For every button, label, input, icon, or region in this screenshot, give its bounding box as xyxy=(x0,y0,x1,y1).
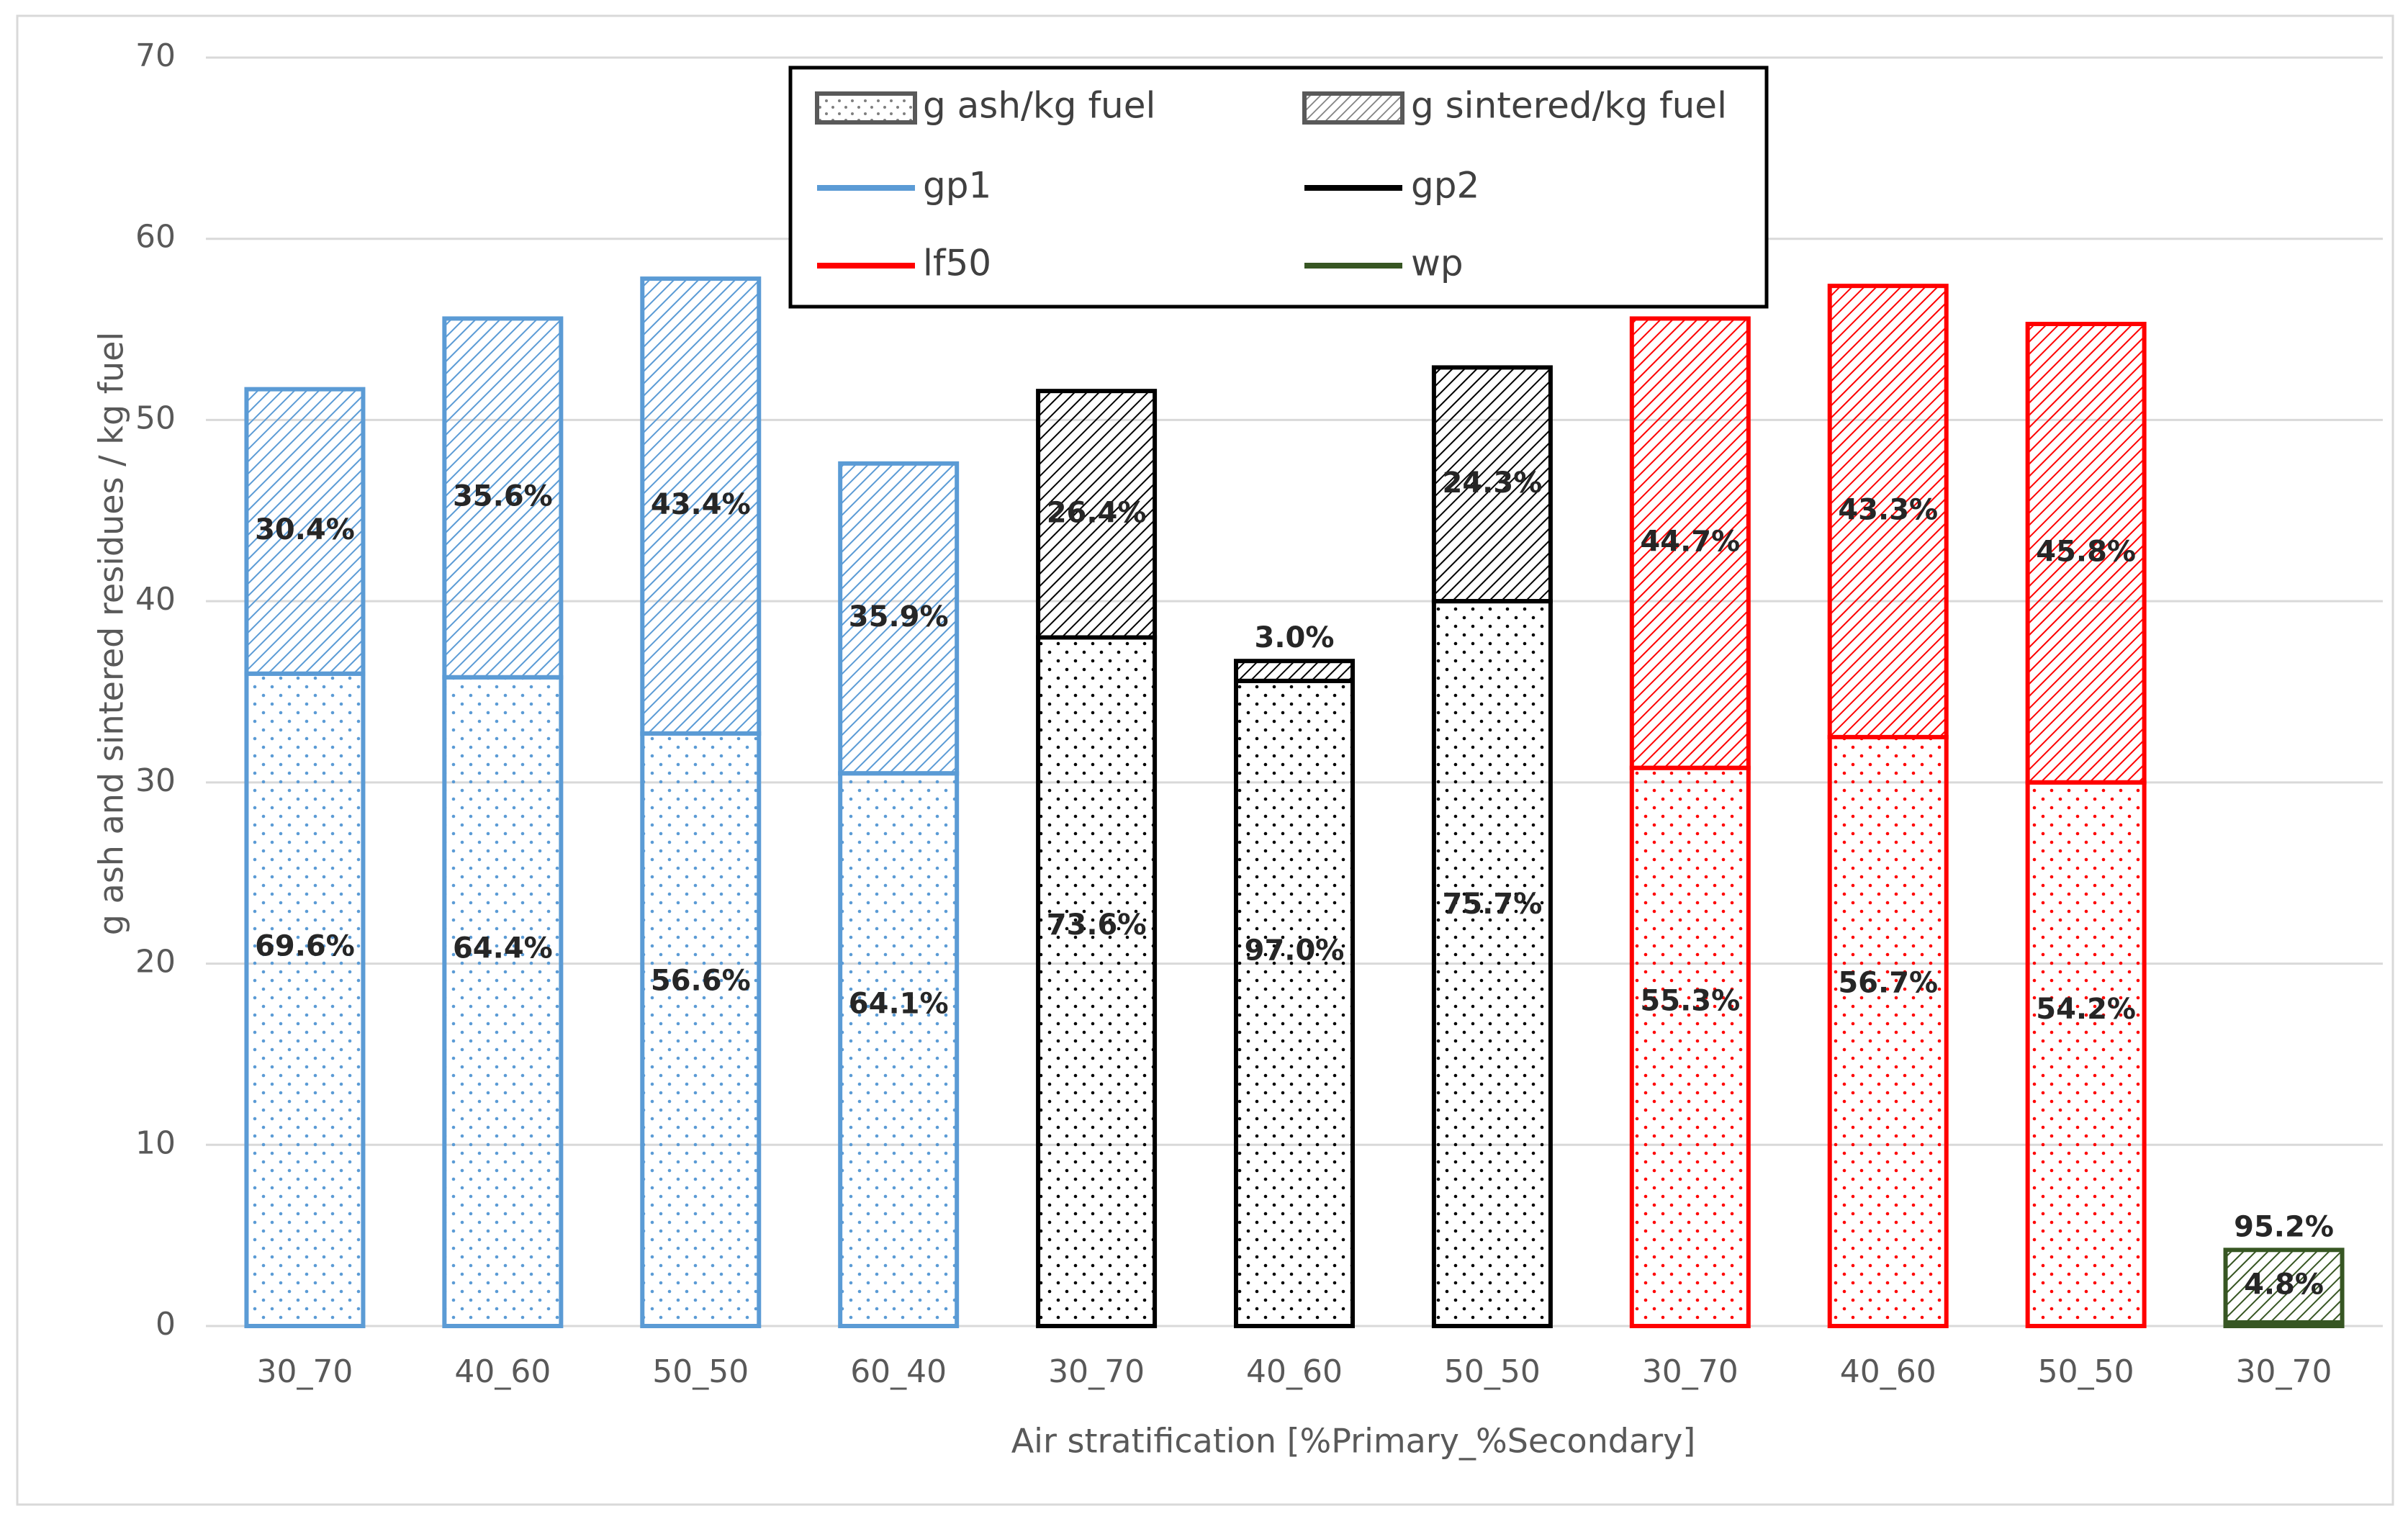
x-tick-label: 30_70 xyxy=(1048,1353,1145,1390)
label-sintered-lf50-40_60: 43.3% xyxy=(1838,494,1938,527)
label-sintered-lf50-50_50: 45.8% xyxy=(2036,535,2136,568)
x-tick-label: 40_60 xyxy=(1840,1353,1936,1390)
bar-sintered-gp1-30_70 xyxy=(244,387,366,676)
y-tick-label: 70 xyxy=(135,37,176,74)
y-axis-ticks: 0 10 20 30 40 50 60 70 xyxy=(135,37,176,1343)
y-tick-label: 20 xyxy=(135,944,176,980)
data-labels: 69.6% 30.4% 64.4% 35.6% 56.6% 43.4% 64.1% 35.9%… xyxy=(255,466,2334,1302)
label-ash-lf50-30_70: 55.3% xyxy=(1640,984,1740,1017)
bar-sintered-wp-30_70 xyxy=(2223,1248,2345,1325)
bar-sintered-gp2-50_50 xyxy=(1431,365,1553,604)
label-ash-gp1-30_70: 69.6% xyxy=(255,929,355,962)
legend-sintered-label: g sintered/kg fuel xyxy=(1411,85,1727,127)
x-tick-label: 40_60 xyxy=(454,1353,551,1390)
x-tick-label: 30_70 xyxy=(1642,1353,1739,1390)
label-ash-gp2-50_50: 75.7% xyxy=(1443,888,1543,921)
y-tick-label: 30 xyxy=(135,762,176,799)
bar-ash-lf50-40_60 xyxy=(1827,734,1949,1328)
label-sintered-gp1-30_70: 30.4% xyxy=(255,513,355,546)
bars xyxy=(244,276,2345,1329)
legend-sintered-swatch xyxy=(1302,91,1404,125)
label-ash-gp1-40_60: 64.4% xyxy=(453,932,553,965)
label-ash-gp1-60_40: 64.1% xyxy=(849,988,949,1021)
x-tick-label: 50_50 xyxy=(2038,1353,2134,1390)
bar-ash-lf50-50_50 xyxy=(2025,780,2147,1329)
x-axis-ticks: 30_70 40_60 50_50 60_40 30_70 40_60 50_50 30_70… xyxy=(256,1353,2332,1390)
legend: g ash/kg fuel g sintered/kg fuel gp1 gp2… xyxy=(788,66,1769,309)
label-sintered-gp2-40_60: 3.0% xyxy=(1255,621,1335,654)
label-ash-gp2-30_70: 73.6% xyxy=(1047,908,1147,942)
label-sintered-gp1-60_40: 35.9% xyxy=(849,600,949,634)
bar-sintered-gp2-30_70 xyxy=(1036,389,1158,640)
legend-lf50-label: lf50 xyxy=(923,243,991,284)
legend-ash-swatch xyxy=(815,91,917,125)
x-tick-label: 30_70 xyxy=(2236,1353,2332,1390)
bar-ash-gp2-30_70 xyxy=(1036,635,1158,1328)
label-sintered-gp1-50_50: 43.4% xyxy=(651,488,751,521)
bar-sintered-gp1-40_60 xyxy=(442,316,564,680)
legend-gp2-label: gp2 xyxy=(1411,165,1479,207)
bar-ash-gp2-40_60 xyxy=(1234,678,1355,1328)
legend-ash-label: g ash/kg fuel xyxy=(923,85,1155,127)
x-tick-label: 60_40 xyxy=(850,1353,947,1390)
y-tick-label: 0 xyxy=(155,1306,176,1343)
bar-sintered-lf50-50_50 xyxy=(2025,322,2147,785)
bar-ash-gp1-60_40 xyxy=(838,771,960,1329)
label-ash-gp1-50_50: 56.6% xyxy=(651,965,751,998)
label-ash-gp2-40_60: 97.0% xyxy=(1245,934,1345,967)
label-ash-lf50-40_60: 56.7% xyxy=(1838,967,1938,1000)
y-tick-label: 10 xyxy=(135,1124,176,1161)
x-tick-label: 30_70 xyxy=(256,1353,353,1390)
y-tick-label: 40 xyxy=(135,581,176,618)
label-sintered-lf50-30_70: 44.7% xyxy=(1640,526,1740,559)
bar-sintered-gp2-40_60 xyxy=(1234,659,1355,683)
x-tick-label: 50_50 xyxy=(1444,1353,1541,1390)
bar-sintered-lf50-30_70 xyxy=(1629,316,1751,770)
bar-ash-lf50-30_70 xyxy=(1629,765,1751,1328)
bar-ash-gp1-30_70 xyxy=(244,671,366,1328)
bar-ash-gp1-40_60 xyxy=(442,675,564,1328)
label-sintered-gp2-50_50: 24.3% xyxy=(1443,466,1543,500)
x-tick-label: 50_50 xyxy=(652,1353,749,1390)
legend-box xyxy=(788,66,1769,309)
bar-sintered-gp1-60_40 xyxy=(838,461,960,776)
gridlines xyxy=(206,56,2383,1327)
legend-gp1-label: gp1 xyxy=(923,165,991,207)
label-ash-wp-30_70: 4.8% xyxy=(2244,1268,2324,1302)
bar-sintered-lf50-40_60 xyxy=(1827,284,1949,739)
bar-sintered-gp1-50_50 xyxy=(640,276,762,736)
y-axis-title: g ash and sintered residues / kg fuel xyxy=(92,332,131,935)
y-tick-label: 60 xyxy=(135,219,176,256)
x-axis-title: Air stratification [%Primary_%Secondary] xyxy=(1011,1422,1696,1461)
bar-ash-gp1-50_50 xyxy=(640,731,762,1328)
bar-ash-gp2-50_50 xyxy=(1431,599,1553,1328)
label-ash-lf50-50_50: 54.2% xyxy=(2036,993,2136,1026)
x-tick-label: 40_60 xyxy=(1246,1353,1343,1390)
legend-wp-label: wp xyxy=(1411,243,1464,284)
label-sintered-gp2-30_70: 26.4% xyxy=(1047,496,1147,529)
label-sintered-gp1-40_60: 35.6% xyxy=(453,480,553,513)
label-sintered-wp-30_70: 95.2% xyxy=(2234,1210,2334,1243)
y-tick-label: 50 xyxy=(135,400,176,436)
